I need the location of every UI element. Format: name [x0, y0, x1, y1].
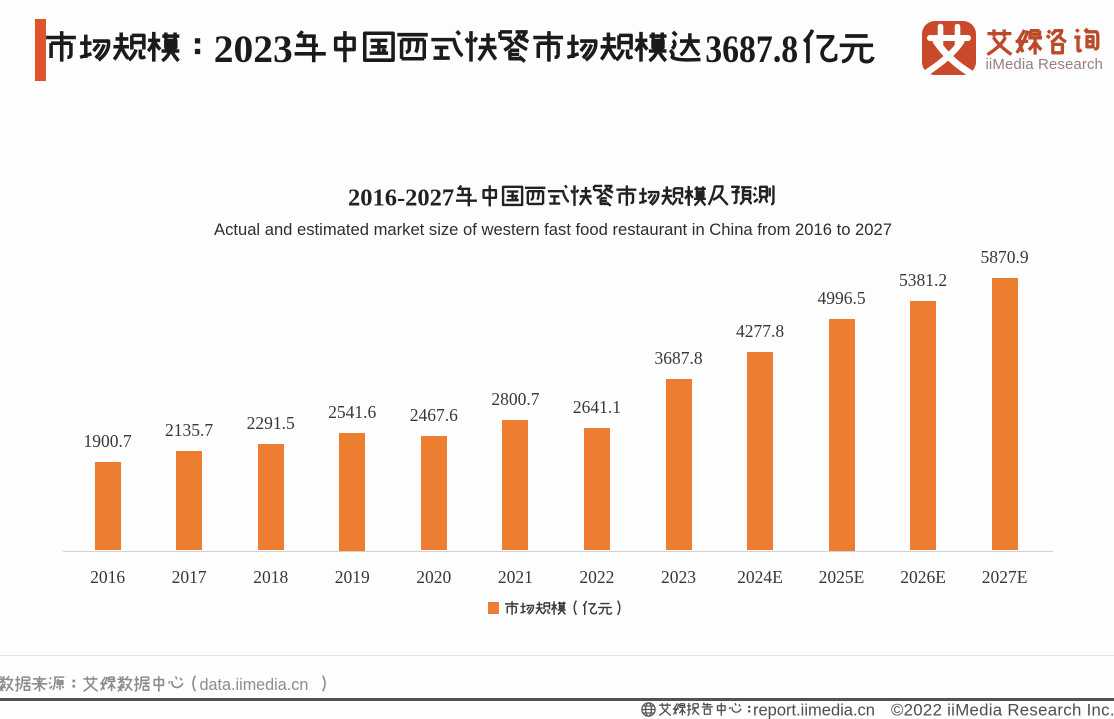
svg-text:3687.8: 3687.8 [705, 27, 798, 71]
svg-text:©2022 iiMedia Research Inc.: ©2022 iiMedia Research Inc. [891, 701, 1114, 719]
svg-text:data.iimedia.cn: data.iimedia.cn [200, 676, 309, 694]
svg-text:report.iimedia.cn: report.iimedia.cn [753, 702, 875, 719]
svg-text:2016-2027: 2016-2027 [348, 184, 454, 211]
svg-text:2023: 2023 [214, 27, 293, 71]
